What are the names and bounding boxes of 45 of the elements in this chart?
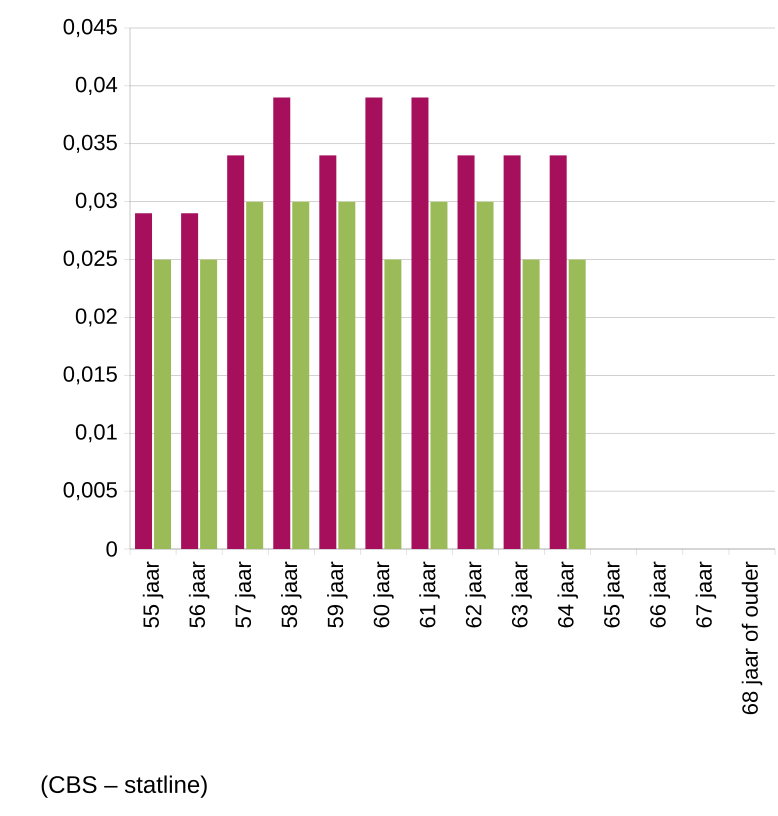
bar [504, 155, 521, 549]
bar [476, 202, 494, 549]
y-tick-label: 0,005 [64, 482, 117, 500]
y-tick-label: 0 [106, 541, 117, 557]
text: (CBS – statline) [42, 775, 207, 798]
x-tick-label: 67 jaar [696, 562, 716, 628]
bar [292, 202, 310, 549]
x-tick-label: 58 jaar [281, 562, 302, 628]
bar [568, 260, 586, 549]
bar [227, 155, 244, 549]
y-tick-label: 0,015 [64, 366, 117, 384]
bar [154, 260, 172, 549]
bar [181, 213, 198, 549]
x-tick-label: 64 jaar [557, 562, 578, 628]
y-tick-label: 0,045 [64, 18, 117, 38]
x-tick-label: 61 jaar [419, 562, 440, 628]
x-tick-label: 60 jaar [373, 562, 394, 628]
bar [550, 155, 567, 549]
bar [319, 155, 336, 549]
bar [430, 202, 448, 549]
x-tick-label: 65 jaar [604, 562, 624, 628]
y-tick-label: 0,03 [76, 192, 117, 211]
bar [365, 97, 382, 549]
bar [522, 260, 540, 549]
y-tick-label: 0,02 [76, 308, 117, 327]
x-tick-label: 68 jaar of ouder [742, 562, 762, 714]
x-tick-label: 57 jaar [234, 562, 256, 628]
x-tick-label: 55 jaar [142, 562, 164, 628]
bar [135, 213, 152, 549]
bar [273, 97, 290, 549]
y-tick-label: 0,025 [64, 250, 117, 269]
bar [458, 155, 475, 549]
bar [384, 260, 402, 549]
bar [246, 202, 264, 549]
y-tick-label: 0,04 [76, 76, 118, 95]
x-tick-label: 56 jaar [188, 562, 210, 628]
bar [200, 260, 218, 549]
bar [338, 202, 356, 549]
y-tick-label: 0,035 [64, 134, 117, 153]
x-tick-label: 66 jaar [650, 562, 670, 628]
x-tick-label: 59 jaar [327, 562, 348, 628]
bar [411, 97, 428, 549]
y-tick-label: 0,01 [76, 424, 117, 442]
x-tick-label: 62 jaar [465, 562, 486, 628]
x-tick-label: 63 jaar [511, 562, 532, 628]
